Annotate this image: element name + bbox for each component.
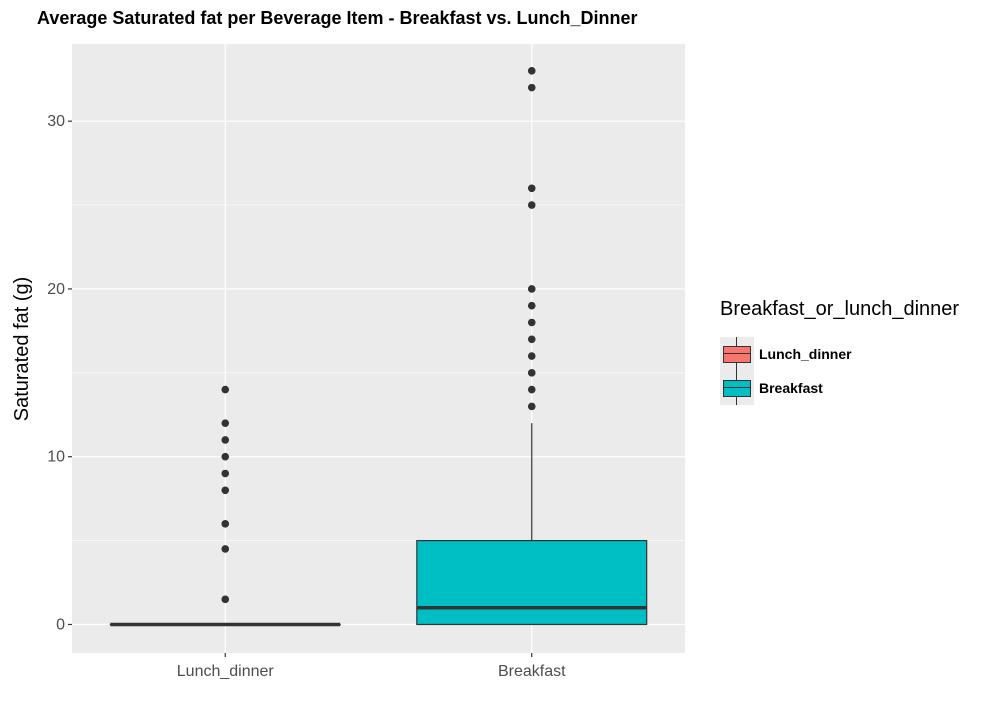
legend-label: Breakfast [759,380,823,396]
outlier-point [221,520,230,528]
outlier-point [221,595,230,604]
y-axis-label: Saturated fat (g) [11,277,33,422]
outlier-point [221,385,230,394]
y-tick-label: 30 [47,113,65,130]
outlier-point [527,83,536,92]
legend-key-lunch-dinner [720,337,754,371]
outlier-point [527,335,536,344]
x-tick-label: Breakfast [498,663,566,680]
outlier-point [527,184,536,193]
outlier-point [527,402,536,411]
outlier-point [527,385,536,394]
y-tick-label: 0 [56,616,65,633]
outlier-point [527,201,536,209]
x-tick-label: Lunch_dinner [177,663,275,680]
legend: Breakfast_or_lunch_dinner Lunch_dinner B… [720,298,959,405]
outlier-point [221,545,230,553]
outlier-point [221,486,230,495]
legend-item-breakfast: Breakfast [720,371,959,405]
legend-title: Breakfast_or_lunch_dinner [720,298,960,320]
outlier-point [527,369,536,377]
outlier-point [221,452,230,461]
outlier-point [527,285,536,293]
outlier-point [221,419,230,427]
outlier-point [527,352,536,360]
outlier-point [527,67,536,75]
y-tick-label: 10 [47,449,65,466]
y-tick-label: 20 [47,281,65,298]
legend-item-lunch-dinner: Lunch_dinner [720,337,959,371]
box-group-breakfast [416,67,648,626]
legend-label: Lunch_dinner [759,346,852,362]
outlier-point [221,436,230,444]
chart-title: Average Saturated fat per Beverage Item … [37,8,638,28]
outlier-point [221,469,230,478]
outlier-point [527,301,536,310]
box [416,539,648,626]
legend-key-breakfast [720,371,754,405]
outlier-point [527,318,536,327]
box-group-lunch-dinner [109,385,341,627]
